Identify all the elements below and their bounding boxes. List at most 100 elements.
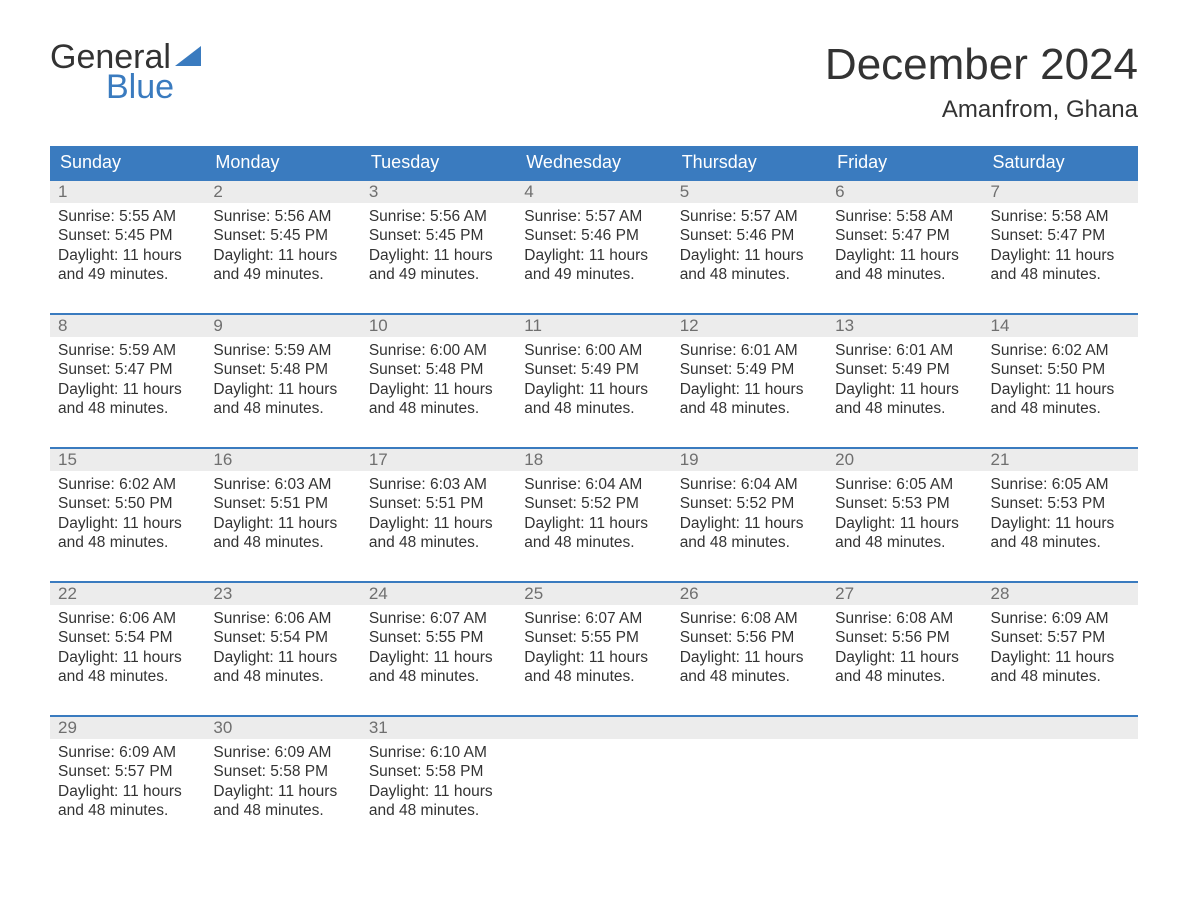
day-cell: 6Sunrise: 5:58 AMSunset: 5:47 PMDaylight…: [827, 181, 982, 301]
daylight-line: Daylight: 11 hours and 48 minutes.: [213, 380, 352, 419]
day-body: Sunrise: 6:00 AMSunset: 5:49 PMDaylight:…: [516, 337, 671, 427]
weekday-header: Monday: [205, 146, 360, 179]
day-body: Sunrise: 6:03 AMSunset: 5:51 PMDaylight:…: [361, 471, 516, 561]
day-number: 1: [50, 181, 205, 203]
day-cell: 5Sunrise: 5:57 AMSunset: 5:46 PMDaylight…: [672, 181, 827, 301]
brand-logo: General Blue: [50, 40, 203, 104]
day-cell: 11Sunrise: 6:00 AMSunset: 5:49 PMDayligh…: [516, 315, 671, 435]
day-number: 6: [827, 181, 982, 203]
day-cell: 30Sunrise: 6:09 AMSunset: 5:58 PMDayligh…: [205, 717, 360, 837]
sunset-line: Sunset: 5:58 PM: [213, 762, 352, 781]
day-body: Sunrise: 6:02 AMSunset: 5:50 PMDaylight:…: [50, 471, 205, 561]
sunrise-line: Sunrise: 6:10 AM: [369, 743, 508, 762]
sunset-line: Sunset: 5:55 PM: [369, 628, 508, 647]
sunset-line: Sunset: 5:47 PM: [58, 360, 197, 379]
sunset-line: Sunset: 5:48 PM: [213, 360, 352, 379]
daylight-line: Daylight: 11 hours and 48 minutes.: [58, 648, 197, 687]
sunrise-line: Sunrise: 6:05 AM: [835, 475, 974, 494]
weeks-container: 1Sunrise: 5:55 AMSunset: 5:45 PMDaylight…: [50, 179, 1138, 837]
day-number: 15: [50, 449, 205, 471]
day-body: Sunrise: 5:55 AMSunset: 5:45 PMDaylight:…: [50, 203, 205, 293]
day-body: Sunrise: 6:07 AMSunset: 5:55 PMDaylight:…: [516, 605, 671, 695]
sunset-line: Sunset: 5:55 PM: [524, 628, 663, 647]
day-number: 7: [983, 181, 1138, 203]
sunrise-line: Sunrise: 6:02 AM: [991, 341, 1130, 360]
day-body: Sunrise: 6:08 AMSunset: 5:56 PMDaylight:…: [827, 605, 982, 695]
sunrise-line: Sunrise: 6:01 AM: [835, 341, 974, 360]
day-number: 10: [361, 315, 516, 337]
sunrise-line: Sunrise: 5:58 AM: [835, 207, 974, 226]
sunrise-line: Sunrise: 6:03 AM: [213, 475, 352, 494]
day-cell: 4Sunrise: 5:57 AMSunset: 5:46 PMDaylight…: [516, 181, 671, 301]
day-body: Sunrise: 6:00 AMSunset: 5:48 PMDaylight:…: [361, 337, 516, 427]
sunrise-line: Sunrise: 6:09 AM: [58, 743, 197, 762]
sunrise-line: Sunrise: 6:07 AM: [524, 609, 663, 628]
day-body: Sunrise: 6:04 AMSunset: 5:52 PMDaylight:…: [672, 471, 827, 561]
sunset-line: Sunset: 5:58 PM: [369, 762, 508, 781]
daylight-line: Daylight: 11 hours and 48 minutes.: [369, 782, 508, 821]
location: Amanfrom, Ghana: [825, 96, 1138, 124]
sunrise-line: Sunrise: 5:59 AM: [58, 341, 197, 360]
day-number: 9: [205, 315, 360, 337]
day-cell: 19Sunrise: 6:04 AMSunset: 5:52 PMDayligh…: [672, 449, 827, 569]
day-number: 2: [205, 181, 360, 203]
sunset-line: Sunset: 5:56 PM: [680, 628, 819, 647]
sunrise-line: Sunrise: 6:02 AM: [58, 475, 197, 494]
sunset-line: Sunset: 5:54 PM: [213, 628, 352, 647]
sunrise-line: Sunrise: 5:59 AM: [213, 341, 352, 360]
sunrise-line: Sunrise: 5:56 AM: [369, 207, 508, 226]
daylight-line: Daylight: 11 hours and 48 minutes.: [524, 648, 663, 687]
daylight-line: Daylight: 11 hours and 48 minutes.: [58, 514, 197, 553]
sunset-line: Sunset: 5:47 PM: [991, 226, 1130, 245]
day-number: 25: [516, 583, 671, 605]
day-number: 8: [50, 315, 205, 337]
sunset-line: Sunset: 5:49 PM: [680, 360, 819, 379]
weekday-header: Friday: [827, 146, 982, 179]
day-cell: .: [983, 717, 1138, 837]
daylight-line: Daylight: 11 hours and 48 minutes.: [369, 514, 508, 553]
day-cell: 15Sunrise: 6:02 AMSunset: 5:50 PMDayligh…: [50, 449, 205, 569]
day-body: Sunrise: 5:57 AMSunset: 5:46 PMDaylight:…: [672, 203, 827, 293]
day-number: 17: [361, 449, 516, 471]
sunrise-line: Sunrise: 6:08 AM: [835, 609, 974, 628]
day-cell: 29Sunrise: 6:09 AMSunset: 5:57 PMDayligh…: [50, 717, 205, 837]
day-number: 16: [205, 449, 360, 471]
day-cell: 23Sunrise: 6:06 AMSunset: 5:54 PMDayligh…: [205, 583, 360, 703]
day-cell: 27Sunrise: 6:08 AMSunset: 5:56 PMDayligh…: [827, 583, 982, 703]
daylight-line: Daylight: 11 hours and 48 minutes.: [991, 380, 1130, 419]
day-number: .: [983, 717, 1138, 739]
sunrise-line: Sunrise: 6:09 AM: [213, 743, 352, 762]
day-body: Sunrise: 6:07 AMSunset: 5:55 PMDaylight:…: [361, 605, 516, 695]
day-body: Sunrise: 6:03 AMSunset: 5:51 PMDaylight:…: [205, 471, 360, 561]
day-cell: 8Sunrise: 5:59 AMSunset: 5:47 PMDaylight…: [50, 315, 205, 435]
day-cell: 20Sunrise: 6:05 AMSunset: 5:53 PMDayligh…: [827, 449, 982, 569]
daylight-line: Daylight: 11 hours and 48 minutes.: [680, 514, 819, 553]
sunset-line: Sunset: 5:49 PM: [524, 360, 663, 379]
sunrise-line: Sunrise: 6:06 AM: [58, 609, 197, 628]
day-cell: 2Sunrise: 5:56 AMSunset: 5:45 PMDaylight…: [205, 181, 360, 301]
day-number: 30: [205, 717, 360, 739]
day-cell: 31Sunrise: 6:10 AMSunset: 5:58 PMDayligh…: [361, 717, 516, 837]
day-number: .: [516, 717, 671, 739]
day-cell: 10Sunrise: 6:00 AMSunset: 5:48 PMDayligh…: [361, 315, 516, 435]
sunrise-line: Sunrise: 6:07 AM: [369, 609, 508, 628]
day-cell: 24Sunrise: 6:07 AMSunset: 5:55 PMDayligh…: [361, 583, 516, 703]
sunrise-line: Sunrise: 6:04 AM: [524, 475, 663, 494]
day-body: Sunrise: 6:02 AMSunset: 5:50 PMDaylight:…: [983, 337, 1138, 427]
day-number: .: [827, 717, 982, 739]
sunrise-line: Sunrise: 6:03 AM: [369, 475, 508, 494]
day-cell: 22Sunrise: 6:06 AMSunset: 5:54 PMDayligh…: [50, 583, 205, 703]
day-body: Sunrise: 5:58 AMSunset: 5:47 PMDaylight:…: [827, 203, 982, 293]
day-cell: .: [827, 717, 982, 837]
sunrise-line: Sunrise: 5:58 AM: [991, 207, 1130, 226]
day-cell: 9 Sunrise: 5:59 AMSunset: 5:48 PMDaylight…: [205, 315, 360, 435]
sunrise-line: Sunrise: 6:00 AM: [524, 341, 663, 360]
sunrise-line: Sunrise: 5:55 AM: [58, 207, 197, 226]
daylight-line: Daylight: 11 hours and 49 minutes.: [58, 246, 197, 285]
daylight-line: Daylight: 11 hours and 48 minutes.: [991, 648, 1130, 687]
sunset-line: Sunset: 5:52 PM: [524, 494, 663, 513]
sunrise-line: Sunrise: 6:09 AM: [991, 609, 1130, 628]
day-cell: 18Sunrise: 6:04 AMSunset: 5:52 PMDayligh…: [516, 449, 671, 569]
daylight-line: Daylight: 11 hours and 48 minutes.: [835, 514, 974, 553]
day-cell: 21Sunrise: 6:05 AMSunset: 5:53 PMDayligh…: [983, 449, 1138, 569]
